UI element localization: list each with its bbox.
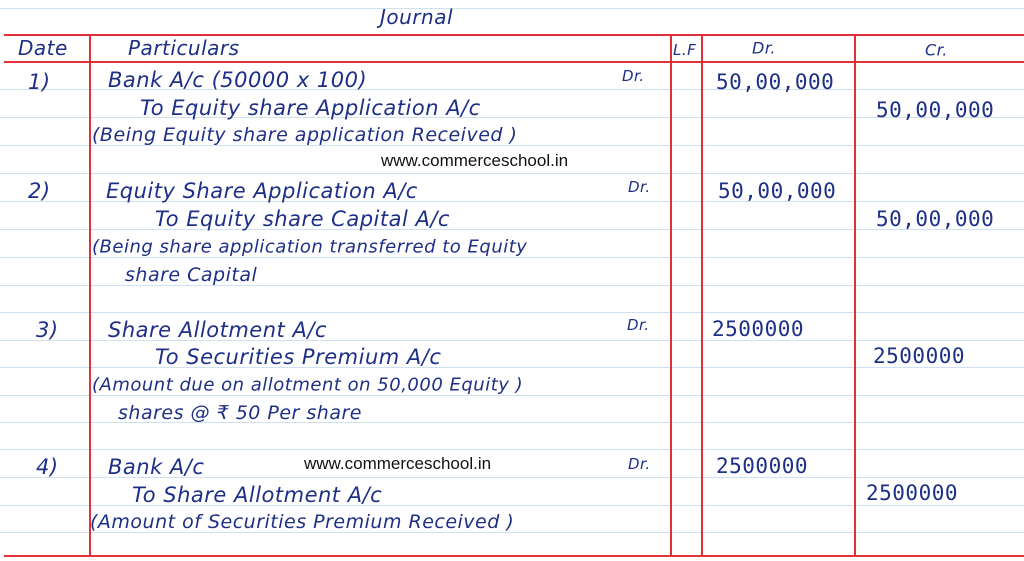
header-particulars: Particulars: [128, 36, 240, 60]
narration: (Amount of Securities Premium Received ): [90, 511, 515, 533]
credit-account: To Securities Premium A/c: [155, 345, 442, 369]
narration: (Amount due on allotment on 50,000 Equit…: [92, 374, 524, 396]
dr-mark: Dr.: [622, 67, 645, 85]
credit-account: To Equity share Capital A/c: [155, 207, 450, 231]
dr-mark: Dr.: [628, 178, 651, 196]
lf-column-divider: [701, 35, 703, 557]
header-cr: Cr.: [925, 40, 948, 60]
narration-continued: share Capital: [125, 264, 258, 286]
debit-account: Share Allotment A/c: [108, 318, 327, 342]
debit-account: Bank A/c: [108, 455, 205, 479]
cr-amount: 50,00,000: [876, 207, 995, 231]
particulars-column-divider: [670, 35, 672, 557]
debit-account: Bank A/c (50000 x 100): [108, 68, 368, 92]
header-lf: L.F: [673, 41, 697, 59]
debit-account: Equity Share Application A/c: [106, 179, 418, 203]
date-column-divider: [89, 35, 91, 557]
cr-amount: 50,00,000: [876, 98, 995, 122]
watermark: www.commerceschool.in: [304, 454, 492, 473]
cr-amount: 2500000: [873, 344, 966, 368]
entry-number: 4): [36, 455, 59, 479]
dr-column-divider: [854, 35, 856, 557]
header-dr: Dr.: [752, 38, 777, 58]
narration: (Being share application transferred to …: [92, 236, 528, 258]
narration-continued: shares @ ₹ 50 Per share: [118, 402, 362, 424]
dr-mark: Dr.: [628, 455, 651, 473]
entry-number: 1): [28, 70, 51, 94]
credit-account: To Share Allotment A/c: [132, 483, 383, 507]
entry-number: 2): [28, 179, 51, 203]
watermark: www.commerceschool.in: [381, 151, 569, 170]
header-top-border: [4, 34, 1024, 36]
dr-amount: 50,00,000: [718, 179, 837, 203]
cr-amount: 2500000: [866, 481, 959, 505]
dr-mark: Dr.: [627, 316, 650, 334]
entry-number: 3): [36, 318, 59, 342]
header-bottom-border: [4, 61, 1024, 63]
narration: (Being Equity share application Received…: [92, 124, 518, 146]
dr-amount: 2500000: [716, 454, 809, 478]
credit-account: To Equity share Application A/c: [140, 96, 481, 120]
dr-amount: 50,00,000: [716, 70, 835, 94]
dr-amount: 2500000: [712, 317, 805, 341]
header-date: Date: [18, 36, 68, 60]
table-bottom-border: [4, 555, 1024, 557]
page-title: Journal: [380, 5, 454, 29]
